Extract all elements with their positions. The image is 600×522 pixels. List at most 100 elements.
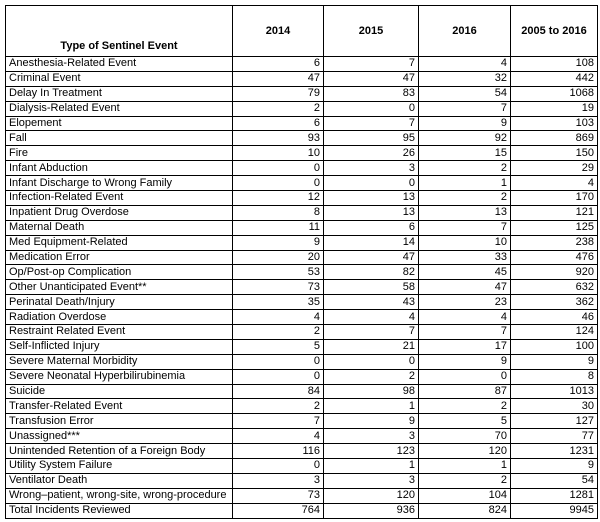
count-cell: 53 (232, 264, 324, 281)
event-type: Wrong–patient, wrong-site, wrong-procedu… (5, 487, 233, 504)
count-cell: 1231 (510, 443, 598, 460)
count-cell: 124 (510, 324, 598, 340)
count-cell: 10 (418, 234, 511, 251)
count-cell: 3 (323, 428, 419, 445)
count-cell: 936 (323, 502, 419, 519)
event-type: Infant Abduction (5, 160, 233, 177)
table-row: Fall 93 95 92 869 (5, 130, 598, 147)
count-cell: 0 (418, 368, 511, 385)
column-header: Type of Sentinel Event (5, 5, 233, 57)
count-cell: 1013 (510, 383, 598, 400)
count-cell: 0 (232, 353, 324, 370)
event-type: Infection-Related Event (5, 190, 233, 206)
table-row: Perinatal Death/Injury 35 43 23 362 (5, 294, 598, 311)
event-type: Medication Error (5, 249, 233, 266)
count-cell: 9 (323, 413, 419, 430)
count-cell: 11 (232, 219, 324, 236)
count-cell: 121 (510, 204, 598, 221)
count-cell: 58 (323, 279, 419, 296)
count-cell: 2 (418, 160, 511, 177)
table-row: Infant Abduction 0 3 2 29 (5, 160, 598, 177)
table-row: Radiation Overdose 4 4 4 46 (5, 309, 598, 326)
event-type: Perinatal Death/Injury (5, 294, 233, 311)
count-cell: 9 (232, 234, 324, 251)
count-cell: 43 (323, 294, 419, 311)
count-cell: 0 (232, 160, 324, 177)
count-cell: 0 (323, 100, 419, 117)
count-cell: 45 (418, 264, 511, 281)
event-type: Med Equipment-Related (5, 234, 233, 251)
count-cell: 6 (232, 115, 324, 132)
count-cell: 98 (323, 383, 419, 400)
event-type: Other Unanticipated Event** (5, 279, 233, 296)
column-header: 2005 to 2016 (510, 5, 598, 57)
table-row: Wrong–patient, wrong-site, wrong-procedu… (5, 487, 598, 504)
event-type: Transfer-Related Event (5, 398, 233, 415)
count-cell: 123 (323, 443, 419, 460)
count-cell: 73 (232, 487, 324, 504)
event-type: Anesthesia-Related Event (5, 56, 233, 72)
count-cell: 54 (510, 472, 598, 489)
table-row: Transfusion Error 7 9 5 127 (5, 413, 598, 430)
count-cell: 6 (323, 219, 419, 236)
event-type: Maternal Death (5, 219, 233, 236)
column-header: 2014 (232, 5, 324, 57)
count-cell: 10 (232, 145, 324, 162)
count-cell: 92 (418, 130, 511, 147)
count-cell: 2 (418, 190, 511, 206)
count-cell: 23 (418, 294, 511, 311)
count-cell: 7 (323, 115, 419, 132)
count-cell: 87 (418, 383, 511, 400)
event-type: Fire (5, 145, 233, 162)
table-row: Severe Neonatal Hyperbilirubinemia 0 2 0 8 (5, 368, 598, 385)
table-row: Unassigned*** 4 3 70 77 (5, 428, 598, 445)
count-cell: 2 (232, 324, 324, 340)
count-cell: 1281 (510, 487, 598, 504)
table-row: Maternal Death 11 6 7 125 (5, 219, 598, 236)
event-type: Suicide (5, 383, 233, 400)
table-row: Elopement 6 7 9 103 (5, 115, 598, 132)
table-row: Total Incidents Reviewed 764 936 824 9945 (5, 502, 598, 519)
count-cell: 26 (323, 145, 419, 162)
event-type: Unintended Retention of a Foreign Body (5, 443, 233, 460)
count-cell: 2 (323, 368, 419, 385)
count-cell: 3 (323, 472, 419, 489)
event-type: Fall (5, 130, 233, 147)
table-row: Op/Post-op Complication 53 82 45 920 (5, 264, 598, 281)
count-cell: 476 (510, 249, 598, 266)
count-cell: 0 (232, 458, 324, 474)
count-cell: 7 (323, 324, 419, 340)
count-cell: 93 (232, 130, 324, 147)
count-cell: 125 (510, 219, 598, 236)
count-cell: 19 (510, 100, 598, 117)
event-type: Criminal Event (5, 70, 233, 87)
event-type: Ventilator Death (5, 472, 233, 489)
count-cell: 33 (418, 249, 511, 266)
count-cell: 632 (510, 279, 598, 296)
count-cell: 2 (232, 100, 324, 117)
count-cell: 0 (323, 175, 419, 192)
count-cell: 47 (418, 279, 511, 296)
count-cell: 77 (510, 428, 598, 445)
event-type: Delay In Treatment (5, 85, 233, 102)
count-cell: 9 (510, 458, 598, 474)
count-cell: 4 (510, 175, 598, 192)
count-cell: 21 (323, 338, 419, 355)
count-cell: 150 (510, 145, 598, 162)
count-cell: 116 (232, 443, 324, 460)
count-cell: 30 (510, 398, 598, 415)
table-row: Utility System Failure 0 1 1 9 (5, 458, 598, 474)
count-cell: 8 (510, 368, 598, 385)
count-cell: 35 (232, 294, 324, 311)
table-header: Type of Sentinel Event 2014 2015 2016 2005 t… (5, 5, 598, 57)
count-cell: 170 (510, 190, 598, 206)
count-cell: 4 (232, 428, 324, 445)
count-cell: 4 (323, 309, 419, 326)
count-cell: 47 (323, 249, 419, 266)
count-cell: 4 (418, 309, 511, 326)
count-cell: 7 (418, 100, 511, 117)
count-cell: 95 (323, 130, 419, 147)
count-cell: 920 (510, 264, 598, 281)
table-row: Infant Discharge to Wrong Family 0 0 1 4 (5, 175, 598, 192)
count-cell: 83 (323, 85, 419, 102)
